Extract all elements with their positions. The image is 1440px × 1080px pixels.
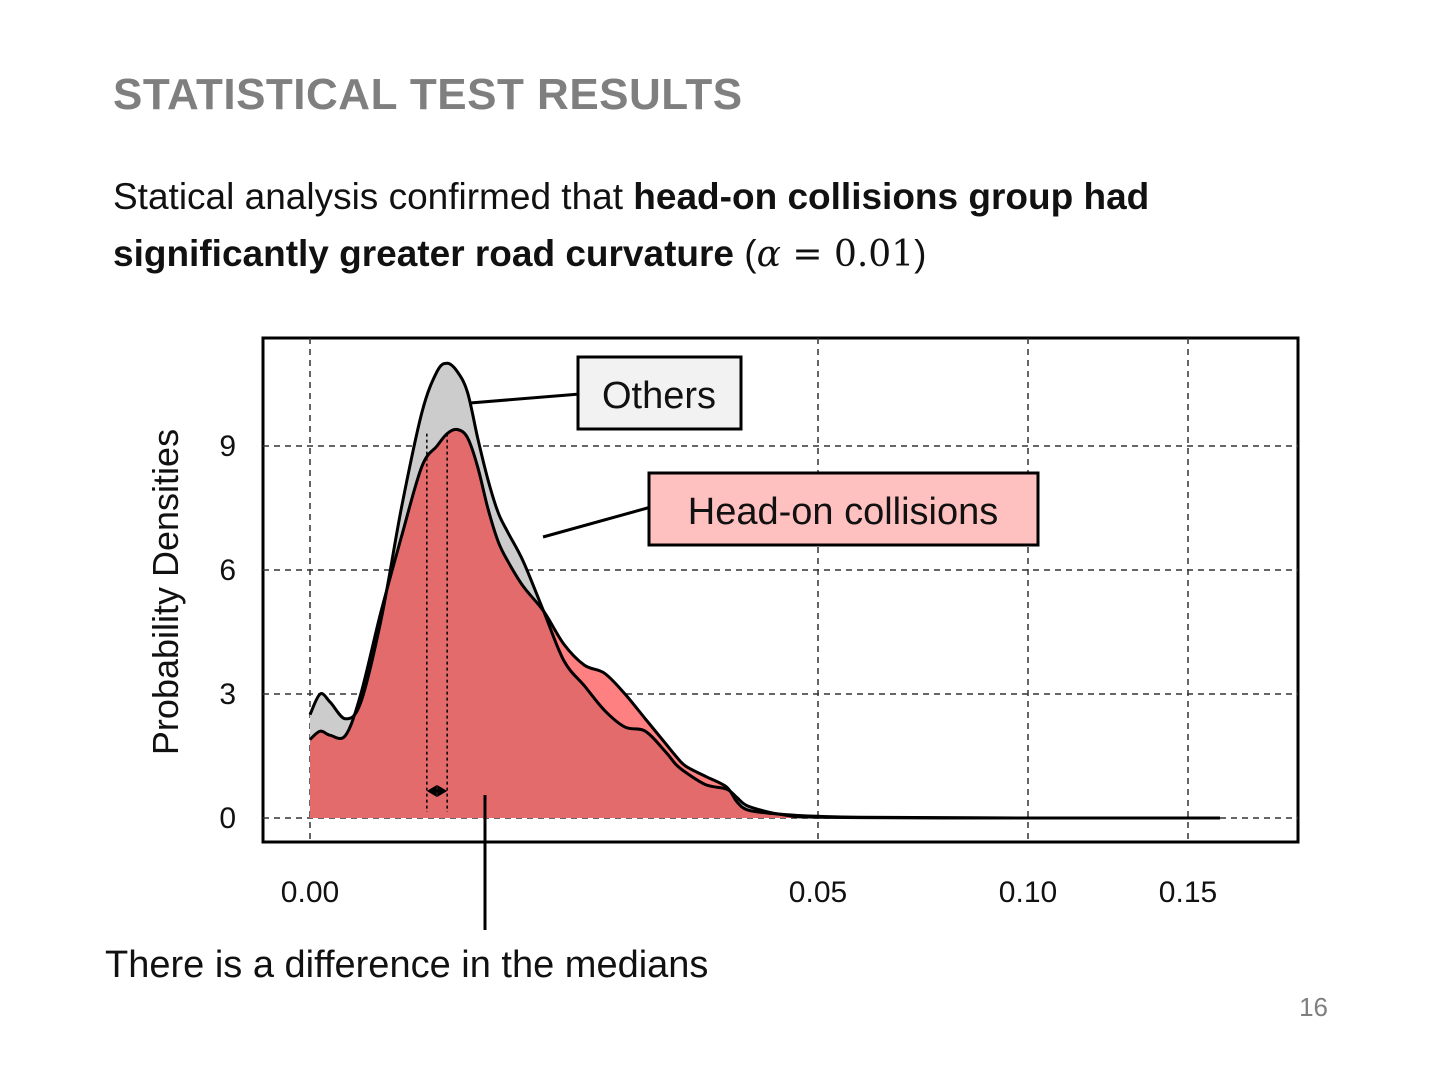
others-callout-label: Others bbox=[602, 375, 716, 417]
alpha-open-paren: ( bbox=[733, 233, 757, 274]
alpha-symbol: α bbox=[756, 234, 781, 275]
others-callout-leader bbox=[469, 392, 581, 405]
x-tick-label-0.05: 0.05 bbox=[789, 876, 847, 909]
x-tick-label-0.15: 0.15 bbox=[1159, 876, 1217, 909]
head-on-callout-leader bbox=[542, 505, 652, 539]
alpha-close-paren: ) bbox=[914, 233, 927, 274]
x-tick-label-0.00: 0.00 bbox=[281, 876, 339, 909]
others-callout-box bbox=[576, 355, 743, 431]
median-arrow-right-head bbox=[437, 785, 448, 797]
slide-title: STATISTICAL TEST RESULTS bbox=[113, 70, 743, 119]
median-arrow-left-head bbox=[426, 785, 437, 797]
body-plain-text: Statical analysis confirmed that bbox=[113, 176, 634, 217]
body-statement: Statical analysis confirmed that head-on… bbox=[113, 168, 1353, 283]
overlap-density-fill bbox=[310, 429, 1220, 819]
head-on-callout-label: Head-on collisions bbox=[688, 491, 999, 533]
y-axis-label: Probability Densities bbox=[145, 429, 186, 755]
alpha-expression: α = 0.01 bbox=[757, 234, 915, 275]
page-number: 16 bbox=[1299, 992, 1328, 1022]
head-on-density-line bbox=[308, 427, 1220, 820]
y-tick-label-9: 9 bbox=[219, 430, 236, 463]
head-on-callout-box bbox=[647, 471, 1040, 547]
alpha-value: = 0.01 bbox=[780, 234, 915, 275]
median-annotation-text: There is a difference in the medians bbox=[105, 944, 709, 986]
y-tick-label-3: 3 bbox=[219, 678, 236, 711]
body-bold-text: head-on collisions group had significant… bbox=[113, 176, 1150, 274]
x-tick-label-0.10: 0.10 bbox=[999, 876, 1057, 909]
y-tick-label-6: 6 bbox=[219, 554, 236, 587]
y-tick-label-0: 0 bbox=[219, 802, 236, 835]
